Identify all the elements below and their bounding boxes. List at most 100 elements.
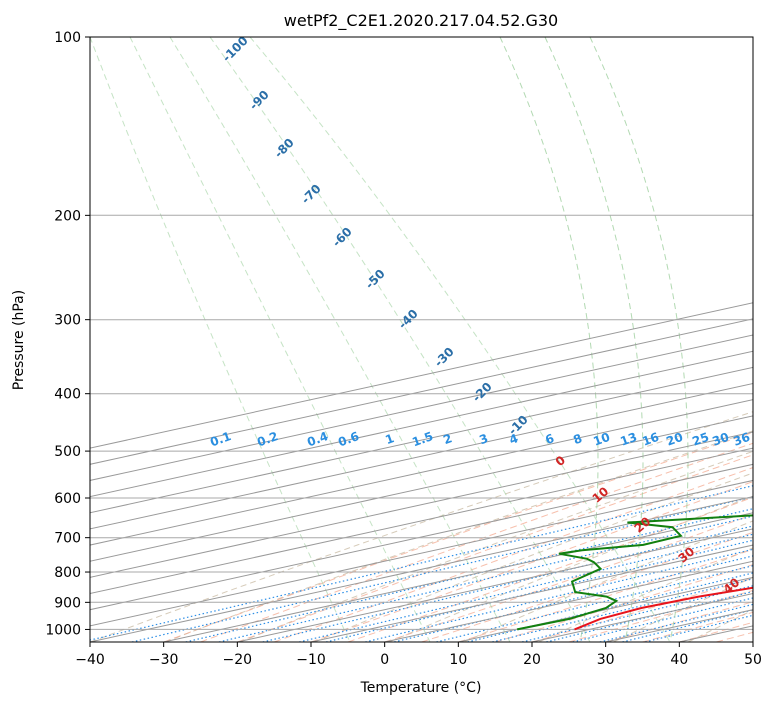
moist-adiabat: [384, 513, 753, 642]
mixing-ratio-label: 10: [591, 430, 611, 449]
moist-adiabat: [495, 564, 753, 642]
plot-grid: [90, 37, 775, 642]
isotherm-line: [90, 318, 753, 465]
isotherm-line: [163, 512, 753, 642]
mixing-ratio-line: [90, 485, 753, 641]
x-tick-label: −20: [223, 652, 253, 668]
x-tick-label: −30: [149, 652, 179, 668]
y-tick-label: 1000: [45, 622, 81, 638]
mixing-ratio-line: [436, 565, 753, 642]
isotherm-line: [90, 479, 753, 627]
isotherm-line: [752, 641, 753, 642]
dry-adiabat-label: -80: [272, 136, 297, 161]
dry-adiabat-label: -90: [247, 88, 272, 113]
y-tick-label: 200: [54, 208, 81, 224]
dry-adiabat: [613, 576, 753, 642]
isotherm-line: [90, 463, 753, 611]
mixing-ratio-line: [365, 548, 753, 642]
moist-adiabat-label: 0: [553, 453, 568, 469]
isopleth-arc: [544, 37, 644, 642]
isotherm-line: [90, 447, 753, 595]
mixing-ratio-label: 20: [664, 430, 684, 449]
mixing-ratio-line: [218, 515, 753, 642]
dry-adiabat: [463, 520, 753, 642]
moist-adiabat: [421, 531, 753, 642]
dry-adiabat-label: -60: [330, 225, 355, 250]
sounding-series: [516, 514, 753, 631]
y-tick-label: 800: [54, 565, 81, 581]
temperature-line: [574, 586, 753, 631]
isotherm-line: [90, 415, 753, 562]
mixing-ratio-label: 30: [710, 430, 730, 449]
y-tick-label: 900: [54, 595, 81, 611]
mixing-ratio-line: [622, 609, 753, 642]
moist-adiabat-label: 30: [676, 544, 698, 565]
isopleth-arc: [499, 37, 599, 642]
chart-title: wetPf2_C2E1.2020.217.04.52.G30: [284, 11, 558, 31]
dry-adiabat: [763, 37, 775, 642]
mixing-ratio-label: 8: [571, 431, 584, 447]
isopleth-arc: [129, 37, 431, 642]
isopleth-arc: [209, 37, 591, 642]
mixing-ratio-label: 0.4: [305, 429, 330, 449]
mixing-ratio-label: 13: [618, 430, 638, 449]
y-tick-label: 700: [54, 531, 81, 547]
mixing-ratio-label: 16: [640, 430, 660, 449]
mixing-ratio-label: 1: [383, 431, 396, 447]
y-axis-label: Pressure (hPa): [11, 290, 27, 390]
dry-adiabat: [165, 430, 753, 642]
moist-adiabat: [200, 442, 753, 642]
isopleth-arc: [249, 37, 671, 642]
dry-adiabat: [538, 547, 753, 642]
x-tick-label: 10: [449, 652, 467, 668]
dry-adiabat-label: -30: [432, 345, 457, 370]
dry-adiabat: [389, 495, 753, 642]
y-tick-label: 600: [54, 491, 81, 507]
isopleth-arc: [589, 37, 689, 642]
isotherm-line: [90, 496, 753, 642]
dry-adiabat-label: -40: [396, 307, 421, 332]
dewpoint-line: [516, 514, 753, 631]
y-tick-label: 400: [54, 387, 81, 403]
y-tick-label: 500: [54, 444, 81, 460]
mixing-ratio-label: 0.1: [208, 429, 233, 449]
x-axis-label: Temperature (°C): [360, 680, 482, 696]
dry-adiabat-label: -70: [299, 182, 324, 207]
mixing-ratio-label: 1.5: [410, 429, 435, 449]
dry-adiabat-label: -50: [363, 267, 388, 292]
isotherm-line: [90, 334, 753, 481]
moist-adiabat: [752, 641, 753, 642]
x-tick-label: 50: [744, 652, 762, 668]
mixing-ratio-label: 0.6: [336, 429, 361, 449]
x-tick-label: 0: [380, 652, 389, 668]
isopleth-arc: [90, 37, 351, 642]
x-tick-label: 20: [523, 652, 541, 668]
mixing-ratio-label: 3: [477, 431, 490, 447]
y-tick-label: 100: [54, 30, 81, 46]
axes: −40 −30 −20 −10 0 10 20 30 40 5010020030040050060…: [45, 30, 762, 668]
dry-adiabat-label: -20: [470, 380, 495, 405]
mixing-ratio-line: [262, 525, 753, 642]
mixing-ratio-label: 0.2: [255, 429, 280, 449]
dry-adiabat: [314, 472, 753, 642]
isotherm-line: [90, 399, 753, 546]
x-tick-label: 30: [597, 652, 615, 668]
moist-adiabat: [163, 431, 753, 642]
plot-frame: [89, 36, 754, 643]
y-tick-label: 300: [54, 313, 81, 329]
isotherm-line: [90, 302, 753, 449]
moist-adiabat: [274, 467, 753, 642]
mixing-ratio-label: 36: [731, 430, 751, 449]
moist-adiabat: [237, 454, 753, 642]
moist-adiabat: [568, 589, 753, 642]
mixing-ratio-line: [325, 539, 753, 642]
dry-adiabat: [90, 411, 753, 642]
x-tick-label: 40: [670, 652, 688, 668]
x-tick-label: −10: [296, 652, 326, 668]
isotherm-line: [237, 528, 753, 642]
dry-adiabat: [239, 450, 753, 642]
dry-adiabat-label: -100: [220, 34, 251, 65]
x-tick-label: −40: [75, 652, 105, 668]
mixing-ratio-label: 25: [690, 430, 710, 449]
